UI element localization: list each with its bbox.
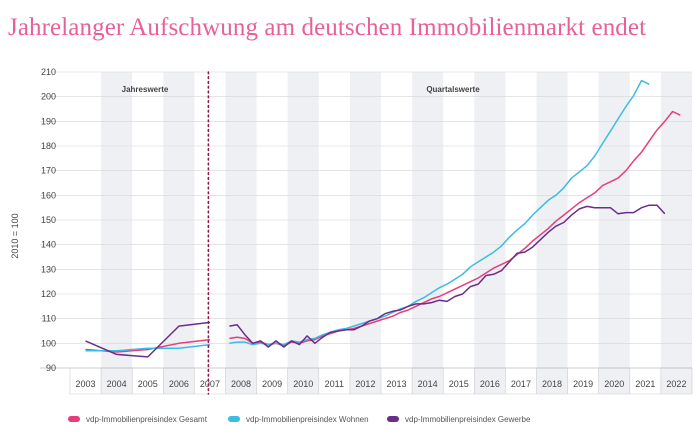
series-line-quarterly-gesamt [229, 110, 681, 347]
x-tick-label: 2016 [480, 379, 500, 389]
year-band [536, 72, 568, 394]
x-tick-label: 2014 [418, 379, 438, 389]
year-bands [101, 72, 692, 394]
x-tick-label: 2008 [231, 379, 251, 389]
x-tick-label: 2015 [449, 379, 469, 389]
x-tick-label: 2011 [325, 379, 344, 389]
year-band [225, 72, 257, 394]
year-band [101, 72, 133, 394]
y-tick-label: 90 [46, 363, 56, 373]
y-tick-label: 150 [41, 215, 56, 225]
legend-label-wohnen: vdp-Immobilienpreisindex Wohnen [246, 414, 369, 424]
x-tick-label: 2010 [293, 379, 313, 389]
y-axis-ticks: 90 100 110 120 130 140 150 160 170 180 190 200 210 [41, 67, 56, 373]
y-tick-label: 120 [41, 289, 56, 299]
legend-swatch-gesamt [68, 416, 80, 422]
gridlines [40, 71, 692, 369]
y-tick-label: 130 [41, 264, 56, 274]
x-tick-label: 2017 [511, 379, 531, 389]
x-tick-label: 2012 [355, 379, 375, 389]
legend-label-gesamt: vdp-Immobilienpreisindex Gesamt [86, 414, 207, 424]
x-tick-label: 2006 [169, 379, 189, 389]
x-axis-ticks: 2003 2004 2005 2006 2007 2008 2009 2010 2011 2012… [69, 368, 693, 395]
legend-swatch-wohnen [228, 416, 240, 422]
chart-title: Jahrelanger Aufschwung am deutschen Immo… [8, 14, 647, 41]
year-band [598, 72, 630, 394]
series-line-annual-gewerbe [85, 321, 211, 358]
y-tick-label: 180 [41, 141, 56, 151]
year-band [349, 72, 381, 394]
legend-item-wohnen: vdp-Immobilienpreisindex Wohnen [228, 412, 369, 426]
legend-item-gewerbe: vdp-Immobilienpreisindex Gewerbe [387, 412, 530, 426]
legend-item-gesamt: vdp-Immobilienpreisindex Gesamt [68, 412, 207, 426]
x-tick-label: 2019 [573, 379, 593, 389]
y-tick-label: 170 [41, 166, 56, 176]
legend-label-gewerbe: vdp-Immobilienpreisindex Gewerbe [405, 414, 531, 424]
y-axis-label: 2010 = 100 [10, 213, 20, 258]
y-tick-label: 110 [42, 314, 56, 324]
x-tick-label: 2020 [604, 379, 624, 389]
year-band [287, 72, 319, 394]
x-tick-label: 2005 [138, 379, 158, 389]
quarterly-values-label: Quartalswerte [426, 85, 480, 94]
x-tick-label: 2013 [387, 379, 407, 389]
y-tick-label: 140 [41, 240, 56, 250]
x-tick-label: 2022 [666, 379, 686, 389]
y-tick-label: 190 [41, 116, 56, 126]
year-band [412, 72, 444, 394]
x-tick-label: 2003 [76, 379, 96, 389]
legend-swatch-gewerbe [387, 416, 399, 422]
series-line-quarterly-wohnen [229, 79, 650, 346]
y-tick-label: 210 [41, 67, 56, 77]
year-band [660, 72, 692, 394]
x-tick-label: 2007 [200, 379, 220, 389]
x-tick-label: 2018 [542, 379, 562, 389]
annual-values-label: Jahreswerte [122, 85, 169, 94]
year-band [474, 72, 506, 394]
series-line-quarterly-gewerbe [229, 204, 666, 348]
year-band [163, 72, 195, 394]
x-tick-label: 2009 [262, 379, 282, 389]
data-series [85, 79, 681, 358]
y-tick-label: 200 [41, 92, 56, 102]
x-tick-label: 2004 [107, 379, 127, 389]
x-tick-label: 2021 [635, 379, 655, 389]
y-tick-label: 160 [41, 190, 56, 200]
y-tick-label: 100 [41, 338, 56, 348]
